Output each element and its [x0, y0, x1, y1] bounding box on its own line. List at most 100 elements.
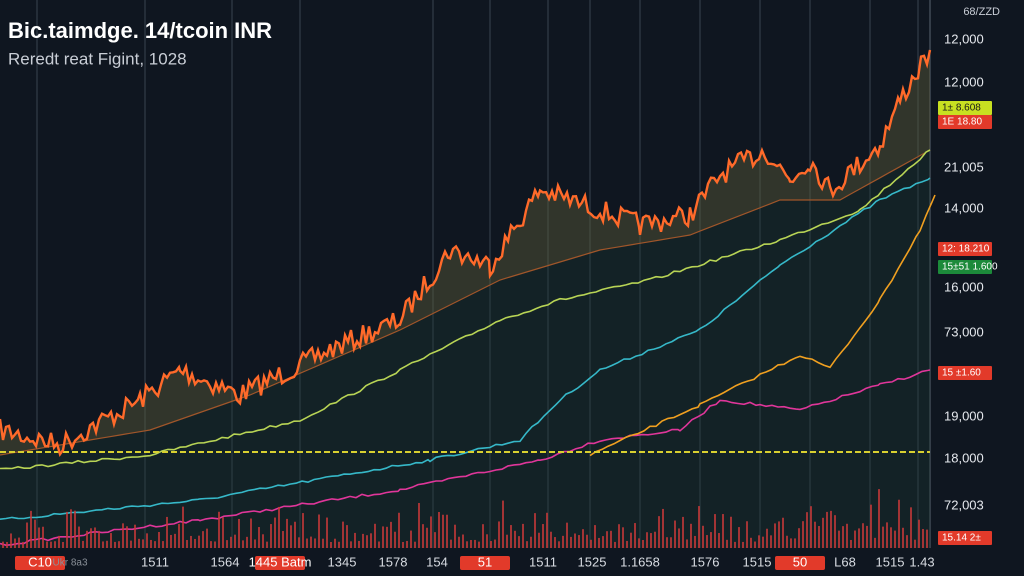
volume-bar	[518, 536, 520, 548]
volume-bar	[418, 502, 420, 548]
volume-bar	[434, 532, 436, 548]
price-tag-bg	[938, 260, 992, 274]
x-axis-label: 1511	[141, 554, 169, 569]
x-axis-label: 1515	[743, 554, 772, 569]
volume-bar	[226, 540, 228, 548]
volume-bar	[326, 517, 328, 548]
price-tag-label: 15±51 1.600	[942, 262, 998, 273]
volume-bar	[58, 535, 60, 548]
volume-bar	[286, 518, 288, 548]
volume-bar	[166, 516, 168, 548]
volume-bar	[198, 535, 200, 548]
volume-bar	[514, 530, 516, 548]
volume-bar	[406, 540, 408, 548]
volume-bar	[554, 537, 556, 548]
volume-bar	[126, 526, 128, 548]
volume-bar	[446, 514, 448, 548]
x-axis-label: C10	[28, 554, 52, 569]
volume-bar	[450, 539, 452, 548]
volume-bar	[538, 532, 540, 548]
volume-bar	[70, 509, 72, 548]
volume-bar	[906, 535, 908, 548]
volume-bar	[634, 523, 636, 548]
volume-bar	[694, 535, 696, 548]
volume-bar	[598, 537, 600, 548]
volume-bar	[886, 522, 888, 548]
volume-bar	[26, 522, 28, 548]
volume-bar	[90, 528, 92, 548]
volume-bar	[366, 535, 368, 548]
haze	[0, 150, 930, 548]
volume-bar	[570, 536, 572, 548]
volume-bar	[902, 527, 904, 548]
volume-bar	[582, 529, 584, 548]
volume-bar	[586, 534, 588, 548]
x-axis-label: 1578	[379, 554, 408, 569]
volume-bar	[298, 537, 300, 548]
volume-bar	[814, 521, 816, 548]
volume-bar	[490, 541, 492, 548]
y-axis-label: 19,000	[944, 408, 984, 423]
volume-bar	[186, 539, 188, 548]
volume-bar	[178, 523, 180, 548]
volume-bar	[386, 526, 388, 548]
volume-bar	[910, 507, 912, 548]
volume-bar	[438, 511, 440, 548]
volume-bar	[526, 541, 528, 548]
volume-bar	[914, 539, 916, 548]
volume-bar	[254, 539, 256, 548]
volume-bar	[590, 539, 592, 548]
volume-bar	[478, 541, 480, 548]
x-axis-label: 1576	[691, 554, 720, 569]
volume-bar	[394, 531, 396, 548]
grid	[36, 0, 931, 548]
volume-bar	[806, 512, 808, 548]
volume-bar	[34, 519, 36, 548]
price-tag: 15.14 2±	[938, 531, 992, 545]
volume-bar	[710, 532, 712, 548]
volume-bar	[506, 534, 508, 548]
volume-bar	[830, 510, 832, 548]
volume-bar	[346, 525, 348, 548]
volume-bar	[870, 504, 872, 548]
x-label-badge	[460, 556, 510, 570]
volume-bar	[534, 513, 536, 548]
volume-bar	[890, 527, 892, 548]
volume-bar	[866, 525, 868, 548]
volume-bar	[706, 535, 708, 548]
x-axis-label: 50	[793, 554, 807, 569]
volume-bar	[566, 522, 568, 548]
volume-bar	[314, 538, 316, 548]
volume-bar	[746, 521, 748, 548]
volume-bar	[530, 536, 532, 548]
volume-bar	[10, 533, 12, 548]
volume-bar	[682, 516, 684, 548]
volume-bar	[234, 534, 236, 548]
volume-bar	[266, 541, 268, 548]
x-label-badge	[255, 556, 305, 570]
volume-bar	[626, 540, 628, 548]
volume-bar	[498, 521, 500, 548]
volume-bar	[402, 541, 404, 548]
volume-bar	[546, 512, 548, 548]
x-label-badge	[775, 556, 825, 570]
volume-bar	[742, 541, 744, 548]
volume-bar	[834, 515, 836, 548]
x-axis-label: 51	[478, 554, 492, 569]
volume-bar	[274, 517, 276, 548]
volume-bar	[926, 529, 928, 548]
volume-bar	[594, 525, 596, 548]
volume-bar	[374, 523, 376, 548]
y-axis-label: 14,000	[944, 200, 984, 215]
volume-bar	[218, 511, 220, 548]
volume-bar	[378, 541, 380, 548]
volume-bar	[550, 531, 552, 548]
volume-bar	[750, 537, 752, 548]
volume-bar	[722, 514, 724, 548]
volume-bar	[194, 538, 196, 548]
volume-bar	[654, 531, 656, 548]
volume-bar	[414, 541, 416, 548]
